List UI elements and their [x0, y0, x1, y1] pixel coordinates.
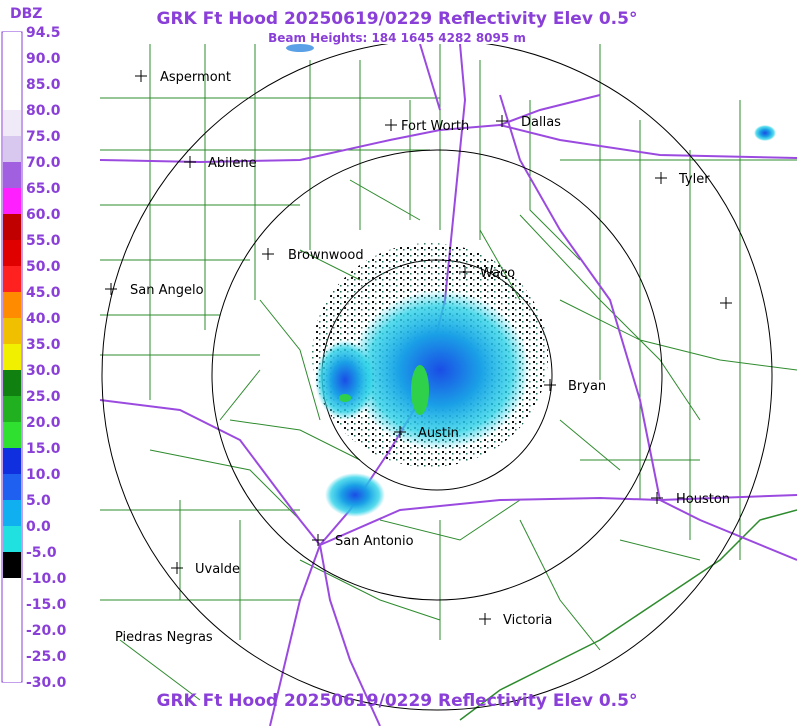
legend-swatch: [3, 656, 21, 682]
city-marker: [394, 426, 406, 438]
city-marker: [459, 266, 471, 278]
city-label: Austin: [418, 426, 459, 441]
legend-label: 40.0: [26, 311, 61, 327]
city-label: Tyler: [678, 172, 710, 187]
legend-label: -10.0: [26, 571, 67, 587]
city-marker: [262, 248, 274, 260]
legend-label: 65.0: [26, 181, 61, 197]
legend-label: 90.0: [26, 51, 61, 67]
title: GRK Ft Hood 20250619/0229 Reflectivity E…: [157, 9, 638, 29]
legend-label: 15.0: [26, 441, 61, 457]
legend-swatch: [3, 370, 21, 396]
legend-swatch: [3, 422, 21, 448]
city-label: Dallas: [521, 115, 561, 130]
legend-swatch: [3, 136, 21, 162]
legend-label: 10.0: [26, 467, 61, 483]
legend-swatch: [3, 162, 21, 188]
legend-label: 85.0: [26, 77, 61, 93]
legend-swatch: [3, 32, 21, 58]
city-label: San Angelo: [130, 283, 204, 298]
city-marker: [184, 156, 196, 168]
city-label: Victoria: [503, 613, 552, 628]
legend-swatch: [3, 526, 21, 552]
legend-swatch: [3, 396, 21, 422]
legend-title: DBZ: [10, 6, 42, 22]
city-label: Piedras Negras: [115, 630, 213, 645]
legend-label: 94.5: [26, 25, 61, 41]
county-lines: [100, 44, 797, 701]
city-marker: [655, 172, 667, 184]
city-marker: [720, 297, 732, 309]
subtitle: Beam Heights: 184 1645 4282 8095 m: [268, 31, 526, 45]
legend-label: 75.0: [26, 129, 61, 145]
legend-label: -5.0: [26, 545, 57, 561]
city-label: Houston: [676, 492, 730, 507]
city-label: Brownwood: [288, 248, 364, 263]
city-marker: [135, 70, 147, 82]
legend-label: 60.0: [26, 207, 61, 223]
city-markers: Aspermont Fort Worth Dallas Abilene Tyler Bro…: [105, 70, 732, 645]
city-label: Aspermont: [160, 70, 231, 85]
legend-label: -30.0: [26, 675, 67, 691]
legend-label: 0.0: [26, 519, 51, 535]
legend-swatch: [3, 344, 21, 370]
legend-label: 35.0: [26, 337, 61, 353]
legend-swatch: [3, 604, 21, 630]
legend-label: 25.0: [26, 389, 61, 405]
legend-label: -15.0: [26, 597, 67, 613]
legend-label: 70.0: [26, 155, 61, 171]
footer-title: GRK Ft Hood 20250619/0229 Reflectivity E…: [157, 691, 638, 711]
city-marker: [544, 379, 556, 391]
legend-label: 5.0: [26, 493, 51, 509]
legend-swatch: [3, 58, 21, 84]
coastline: [459, 509, 797, 721]
legend-swatch: [3, 240, 21, 266]
city-marker: [312, 534, 324, 546]
range-ring: [101, 44, 773, 711]
legend-label: 45.0: [26, 285, 61, 301]
city-label: Uvalde: [195, 562, 240, 577]
legend-swatch: [3, 448, 21, 474]
echoes: [286, 44, 776, 517]
legend-labels: 94.5 90.0 85.0 80.0 75.0 70.0 65.0 60.0 55.0 50.0…: [26, 25, 67, 691]
legend-swatch: [3, 110, 21, 136]
city-label: Fort Worth: [401, 119, 469, 134]
legend-swatch: [3, 578, 21, 604]
legend-swatch: [3, 266, 21, 292]
basemap: Aspermont Fort Worth Dallas Abilene Tyler Bro…: [100, 44, 797, 726]
legend-swatch: [3, 552, 21, 578]
city-label: San Antonio: [335, 534, 414, 549]
legend-label: 80.0: [26, 103, 61, 119]
legend-swatch: [3, 318, 21, 344]
legend-swatch: [3, 188, 21, 214]
legend-swatch: [3, 500, 21, 526]
legend-label: -25.0: [26, 649, 67, 665]
legend-bar: [1, 31, 23, 683]
legend-label: 20.0: [26, 415, 61, 431]
legend-swatch: [3, 292, 21, 318]
legend-label: -20.0: [26, 623, 67, 639]
legend-swatch: [3, 84, 21, 110]
city-marker: [385, 119, 397, 131]
legend-label: 30.0: [26, 363, 61, 379]
legend-swatch: [3, 630, 21, 656]
city-marker: [479, 613, 491, 625]
city-label: Waco: [480, 266, 515, 281]
city-marker: [171, 562, 183, 574]
city-marker: [496, 115, 508, 127]
legend-label: 50.0: [26, 259, 61, 275]
city-label: Abilene: [208, 156, 257, 171]
city-label: Bryan: [568, 379, 606, 394]
range-ring: [211, 149, 663, 601]
city-marker: [105, 283, 117, 295]
city-marker: [651, 492, 663, 504]
legend-swatch: [3, 214, 21, 240]
legend-label: 55.0: [26, 233, 61, 249]
legend-swatch: [3, 474, 21, 500]
